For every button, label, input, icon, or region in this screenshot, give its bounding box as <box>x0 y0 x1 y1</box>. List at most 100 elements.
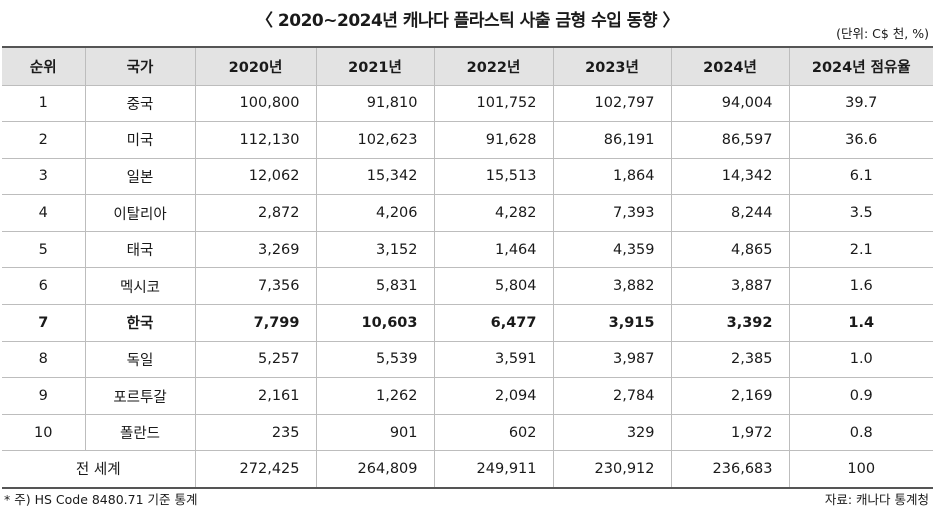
rank-cell: 6 <box>2 267 85 306</box>
value-2020-cell: 3,269 <box>194 231 316 269</box>
value-2020-cell: 100,800 <box>194 85 316 123</box>
value-2020-cell: 235 <box>194 414 316 452</box>
value-2024-cell: 4,865 <box>670 231 789 269</box>
rank-cell: 7 <box>2 304 85 342</box>
country-cell: 폴란드 <box>84 414 195 452</box>
value-2023-cell: 329 <box>552 414 671 452</box>
header-rank: 순위 <box>2 46 85 86</box>
share-cell: 39.7 <box>788 85 933 123</box>
rank-cell: 1 <box>2 85 85 123</box>
total-2024-cell: 236,683 <box>670 450 789 489</box>
value-2021-cell: 3,152 <box>315 231 434 269</box>
value-2024-cell: 3,887 <box>670 267 789 306</box>
value-2022-cell: 602 <box>433 414 553 452</box>
country-cell: 태국 <box>84 231 195 269</box>
header-share-2024: 2024년 점유율 <box>788 46 933 86</box>
value-2022-cell: 91,628 <box>433 121 553 159</box>
header-2021: 2021년 <box>315 46 434 86</box>
share-cell: 2.1 <box>788 231 933 269</box>
value-2020-cell: 7,356 <box>194 267 316 306</box>
country-cell: 이탈리아 <box>84 194 195 232</box>
value-2021-cell: 901 <box>315 414 434 452</box>
share-cell: 0.8 <box>788 414 933 452</box>
share-cell: 6.1 <box>788 158 933 196</box>
import-table: 순위 국가 2020년 2021년 2022년 2023년 2024년 2024… <box>2 46 933 489</box>
value-2024-cell: 3,392 <box>670 304 789 342</box>
value-2023-cell: 3,915 <box>552 304 671 342</box>
table-row: 8 독일 5,257 5,539 3,591 3,987 2,385 1.0 <box>2 341 933 379</box>
total-2023-cell: 230,912 <box>552 450 671 489</box>
value-2023-cell: 3,987 <box>552 341 671 379</box>
value-2021-cell: 5,831 <box>315 267 434 306</box>
value-2021-cell: 102,623 <box>315 121 434 159</box>
header-2024: 2024년 <box>670 46 789 86</box>
table-row: 3 일본 12,062 15,342 15,513 1,864 14,342 6… <box>2 158 933 196</box>
header-2023: 2023년 <box>552 46 671 86</box>
share-cell: 36.6 <box>788 121 933 159</box>
value-2021-cell: 5,539 <box>315 341 434 379</box>
country-cell: 미국 <box>84 121 195 159</box>
rank-cell: 4 <box>2 194 85 232</box>
value-2024-cell: 2,169 <box>670 377 789 415</box>
value-2024-cell: 86,597 <box>670 121 789 159</box>
value-2020-cell: 112,130 <box>194 121 316 159</box>
value-2022-cell: 101,752 <box>433 85 553 123</box>
table-row: 9 포르투갈 2,161 1,262 2,094 2,784 2,169 0.9 <box>2 377 933 415</box>
value-2020-cell: 2,161 <box>194 377 316 415</box>
table-row: 2 미국 112,130 102,623 91,628 86,191 86,59… <box>2 121 933 159</box>
value-2021-cell: 1,262 <box>315 377 434 415</box>
country-cell: 멕시코 <box>84 267 195 306</box>
total-2020-cell: 272,425 <box>194 450 316 489</box>
table-row-highlighted: 7 한국 7,799 10,603 6,477 3,915 3,392 1.4 <box>2 304 933 342</box>
value-2021-cell: 4,206 <box>315 194 434 232</box>
value-2023-cell: 86,191 <box>552 121 671 159</box>
share-cell: 1.4 <box>788 304 933 342</box>
value-2024-cell: 94,004 <box>670 85 789 123</box>
rank-cell: 3 <box>2 158 85 196</box>
value-2024-cell: 2,385 <box>670 341 789 379</box>
rank-cell: 10 <box>2 414 85 452</box>
value-2023-cell: 2,784 <box>552 377 671 415</box>
table-title: 〈 2020~2024년 캐나다 플라스틱 사출 금형 수입 동향 〉 <box>256 11 679 31</box>
value-2024-cell: 8,244 <box>670 194 789 232</box>
header-row: 순위 국가 2020년 2021년 2022년 2023년 2024년 2024… <box>2 46 933 86</box>
value-2020-cell: 2,872 <box>194 194 316 232</box>
share-cell: 0.9 <box>788 377 933 415</box>
value-2022-cell: 4,282 <box>433 194 553 232</box>
header-2022: 2022년 <box>433 46 553 86</box>
value-2022-cell: 15,513 <box>433 158 553 196</box>
rank-cell: 2 <box>2 121 85 159</box>
rank-cell: 9 <box>2 377 85 415</box>
rank-cell: 5 <box>2 231 85 269</box>
table-row: 10 폴란드 235 901 602 329 1,972 0.8 <box>2 414 933 452</box>
value-2021-cell: 10,603 <box>315 304 434 342</box>
value-2020-cell: 5,257 <box>194 341 316 379</box>
header-2020: 2020년 <box>194 46 316 86</box>
rank-cell: 8 <box>2 341 85 379</box>
value-2021-cell: 15,342 <box>315 158 434 196</box>
country-cell: 일본 <box>84 158 195 196</box>
value-2022-cell: 1,464 <box>433 231 553 269</box>
table-row: 1 중국 100,800 91,810 101,752 102,797 94,0… <box>2 85 933 123</box>
country-cell: 독일 <box>84 341 195 379</box>
value-2020-cell: 12,062 <box>194 158 316 196</box>
value-2020-cell: 7,799 <box>194 304 316 342</box>
country-cell: 한국 <box>84 304 195 342</box>
value-2023-cell: 1,864 <box>552 158 671 196</box>
value-2023-cell: 4,359 <box>552 231 671 269</box>
value-2022-cell: 3,591 <box>433 341 553 379</box>
share-cell: 1.6 <box>788 267 933 306</box>
value-2024-cell: 1,972 <box>670 414 789 452</box>
header-country: 국가 <box>84 46 195 86</box>
value-2022-cell: 5,804 <box>433 267 553 306</box>
share-cell: 1.0 <box>788 341 933 379</box>
footnote: * 주) HS Code 8480.71 기준 통계 <box>4 492 198 507</box>
value-2022-cell: 6,477 <box>433 304 553 342</box>
value-2023-cell: 7,393 <box>552 194 671 232</box>
unit-label: (단위: C$ 천, %) <box>836 26 929 41</box>
total-label: 전 세계 <box>2 450 195 489</box>
value-2023-cell: 3,882 <box>552 267 671 306</box>
value-2023-cell: 102,797 <box>552 85 671 123</box>
table-row: 4 이탈리아 2,872 4,206 4,282 7,393 8,244 3.5 <box>2 194 933 232</box>
total-share-cell: 100 <box>788 450 933 489</box>
